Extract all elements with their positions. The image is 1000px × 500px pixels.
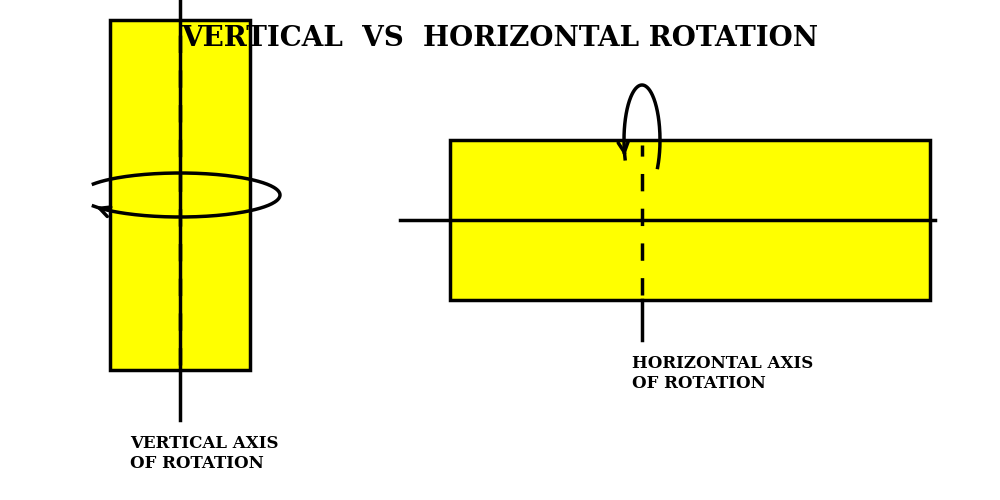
Bar — [110, 20, 250, 370]
Text: VERTICAL AXIS
OF ROTATION: VERTICAL AXIS OF ROTATION — [130, 435, 278, 472]
Bar — [450, 140, 930, 300]
Text: HORIZONTAL AXIS
OF ROTATION: HORIZONTAL AXIS OF ROTATION — [632, 355, 813, 392]
Text: VERTICAL  VS  HORIZONTAL ROTATION: VERTICAL VS HORIZONTAL ROTATION — [181, 25, 819, 52]
